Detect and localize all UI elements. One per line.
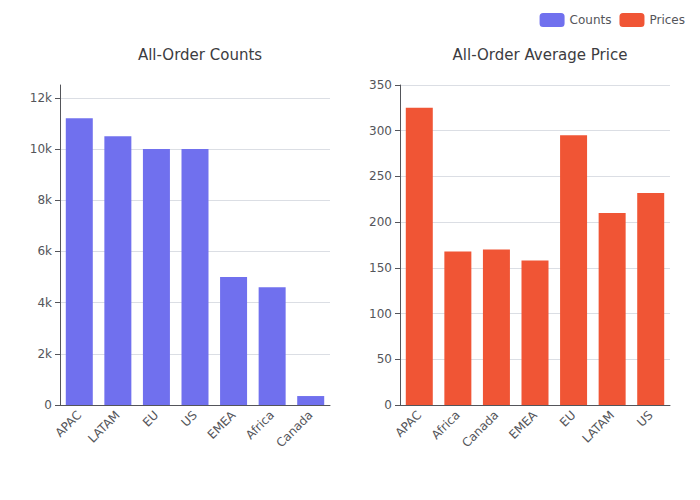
svg-text:6k: 6k [37, 244, 52, 258]
svg-text:EU: EU [557, 408, 578, 429]
svg-text:EMEA: EMEA [506, 407, 540, 441]
svg-text:LATAM: LATAM [85, 408, 123, 446]
svg-text:50: 50 [377, 352, 392, 366]
svg-text:US: US [178, 408, 199, 429]
svg-text:10k: 10k [30, 142, 52, 156]
svg-text:All-Order Counts: All-Order Counts [138, 46, 262, 64]
svg-text:Canada: Canada [274, 408, 316, 450]
svg-text:Africa: Africa [429, 408, 463, 442]
svg-text:Prices: Prices [649, 13, 685, 27]
svg-text:8k: 8k [37, 193, 52, 207]
svg-text:300: 300 [369, 124, 392, 138]
svg-text:0: 0 [44, 398, 52, 412]
svg-text:Africa: Africa [243, 408, 277, 442]
svg-text:100: 100 [369, 307, 392, 321]
svg-text:APAC: APAC [392, 408, 424, 440]
svg-text:LATAM: LATAM [580, 408, 618, 446]
svg-text:200: 200 [369, 215, 392, 229]
svg-text:Counts: Counts [570, 13, 612, 27]
svg-text:US: US [634, 408, 655, 429]
svg-text:350: 350 [369, 78, 392, 92]
svg-text:150: 150 [369, 261, 392, 275]
svg-text:12k: 12k [30, 91, 52, 105]
svg-text:All-Order Average Price: All-Order Average Price [453, 46, 628, 64]
svg-text:Canada: Canada [459, 408, 501, 450]
svg-text:250: 250 [369, 169, 392, 183]
svg-text:EMEA: EMEA [205, 407, 239, 441]
svg-text:0: 0 [384, 398, 392, 412]
svg-text:APAC: APAC [52, 408, 84, 440]
svg-text:4k: 4k [37, 296, 52, 310]
svg-text:2k: 2k [37, 347, 52, 361]
svg-text:EU: EU [140, 408, 161, 429]
